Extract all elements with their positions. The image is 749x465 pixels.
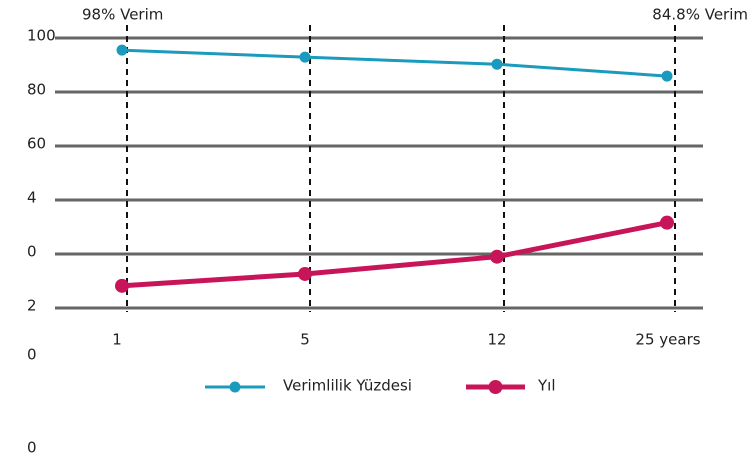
- legend-label: Verimlilik Yüzdesi: [283, 377, 412, 395]
- point: [661, 70, 673, 82]
- y-tick-label: 80: [27, 81, 46, 99]
- point: [491, 58, 503, 70]
- point: [116, 44, 128, 56]
- annotation: 98% Verim: [82, 6, 163, 24]
- point: [299, 51, 311, 63]
- x-tick-label: 12: [487, 331, 506, 349]
- y-label: 0: [27, 439, 37, 457]
- x-tick-label: 5: [300, 331, 310, 349]
- y-tick-label: 0: [27, 243, 37, 261]
- x-tick-label: 25 years: [635, 331, 700, 349]
- point: [490, 249, 504, 264]
- point: [115, 278, 129, 293]
- legend-label: Yıl: [537, 377, 556, 395]
- y-tick-label: 100: [27, 27, 56, 45]
- annotation: 84.8% Verim: [652, 6, 748, 24]
- legend-marker: [488, 380, 503, 394]
- x-tick-label: 1: [112, 331, 122, 349]
- y-tick-label: 2: [27, 297, 37, 315]
- series-line: [121, 48, 668, 78]
- point: [298, 266, 312, 281]
- y-label: 0: [27, 346, 37, 364]
- y-tick-label: 4: [27, 189, 37, 207]
- point: [660, 215, 674, 230]
- series-line: [121, 220, 668, 289]
- y-tick-label: 60: [27, 135, 46, 153]
- legend-marker: [229, 381, 241, 393]
